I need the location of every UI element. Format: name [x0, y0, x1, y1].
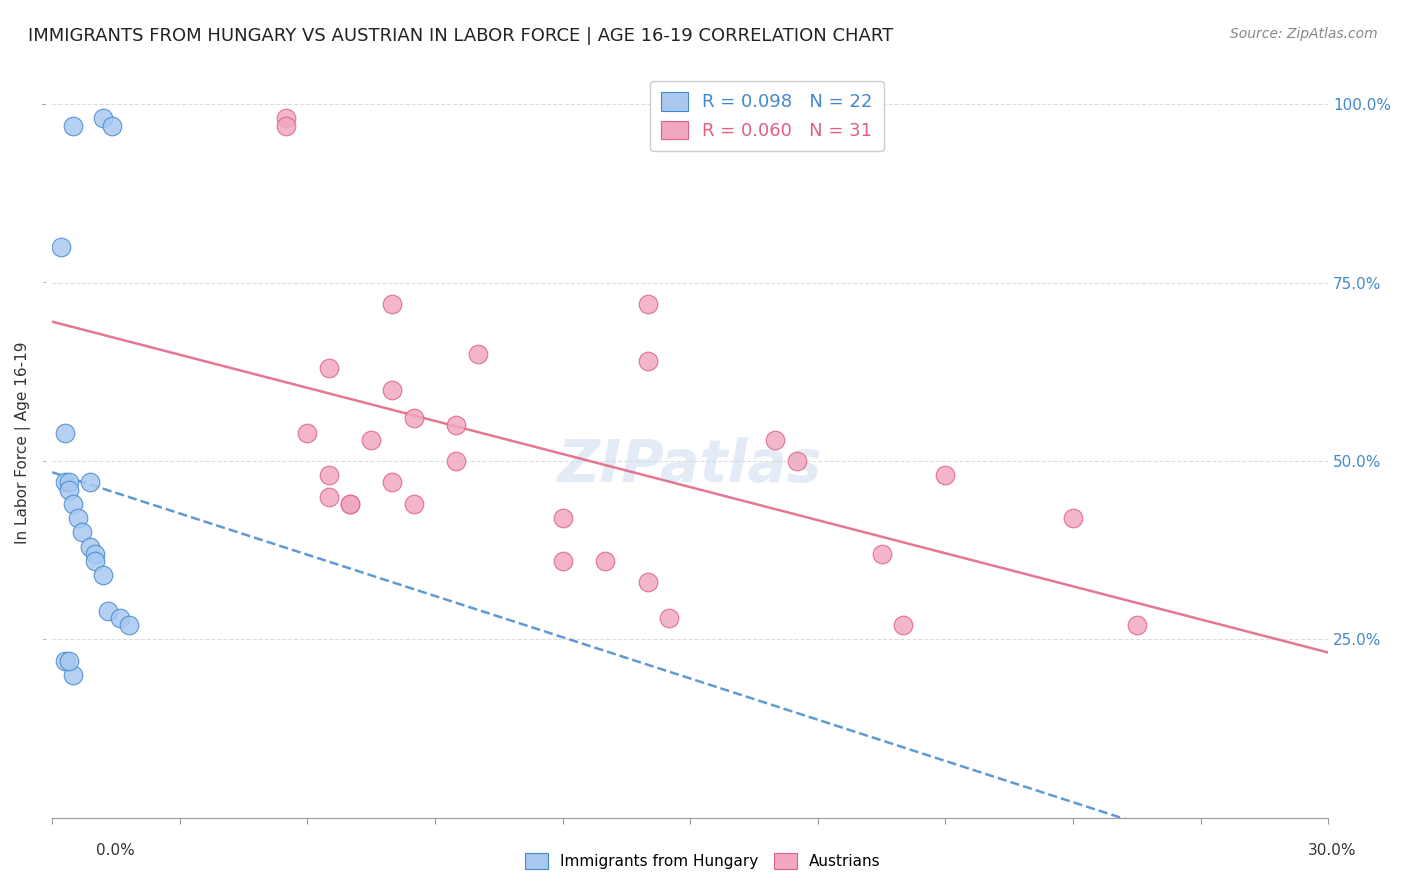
- Point: [446, 454, 468, 468]
- Point: [318, 361, 340, 376]
- Text: ZIPatlas: ZIPatlas: [558, 437, 823, 494]
- Point: [593, 554, 616, 568]
- Point: [276, 112, 298, 126]
- Point: [58, 483, 80, 497]
- Point: [110, 611, 132, 625]
- Point: [381, 297, 404, 311]
- Point: [551, 554, 574, 568]
- Point: [446, 418, 468, 433]
- Point: [297, 425, 319, 440]
- Point: [318, 490, 340, 504]
- Point: [53, 654, 76, 668]
- Point: [53, 475, 76, 490]
- Point: [70, 525, 93, 540]
- Text: Source: ZipAtlas.com: Source: ZipAtlas.com: [1230, 27, 1378, 41]
- Point: [53, 425, 76, 440]
- Text: IMMIGRANTS FROM HUNGARY VS AUSTRIAN IN LABOR FORCE | AGE 16-19 CORRELATION CHART: IMMIGRANTS FROM HUNGARY VS AUSTRIAN IN L…: [28, 27, 893, 45]
- Point: [83, 554, 105, 568]
- Point: [79, 475, 101, 490]
- Point: [934, 468, 956, 483]
- Point: [62, 119, 84, 133]
- Point: [786, 454, 808, 468]
- Point: [870, 547, 893, 561]
- Point: [381, 383, 404, 397]
- Point: [83, 547, 105, 561]
- Point: [658, 611, 681, 625]
- Legend: Immigrants from Hungary, Austrians: Immigrants from Hungary, Austrians: [519, 847, 887, 875]
- Point: [1062, 511, 1084, 525]
- Point: [339, 497, 361, 511]
- Point: [467, 347, 489, 361]
- Point: [637, 354, 659, 368]
- Point: [360, 433, 382, 447]
- Y-axis label: In Labor Force | Age 16-19: In Labor Force | Age 16-19: [15, 342, 31, 544]
- Point: [79, 540, 101, 554]
- Point: [62, 497, 84, 511]
- Point: [96, 604, 118, 618]
- Point: [1126, 618, 1149, 632]
- Point: [339, 497, 361, 511]
- Point: [100, 119, 122, 133]
- Point: [318, 468, 340, 483]
- Point: [118, 618, 141, 632]
- Point: [91, 112, 114, 126]
- Point: [402, 411, 425, 425]
- Point: [49, 240, 72, 254]
- Point: [58, 475, 80, 490]
- Point: [66, 511, 89, 525]
- Point: [91, 568, 114, 582]
- Point: [381, 475, 404, 490]
- Text: 0.0%: 0.0%: [96, 843, 135, 857]
- Text: 30.0%: 30.0%: [1309, 843, 1357, 857]
- Point: [637, 575, 659, 590]
- Point: [402, 497, 425, 511]
- Point: [62, 668, 84, 682]
- Point: [276, 119, 298, 133]
- Point: [763, 433, 786, 447]
- Point: [891, 618, 914, 632]
- Point: [58, 654, 80, 668]
- Legend: R = 0.098   N = 22, R = 0.060   N = 31: R = 0.098 N = 22, R = 0.060 N = 31: [650, 81, 883, 151]
- Point: [637, 297, 659, 311]
- Point: [551, 511, 574, 525]
